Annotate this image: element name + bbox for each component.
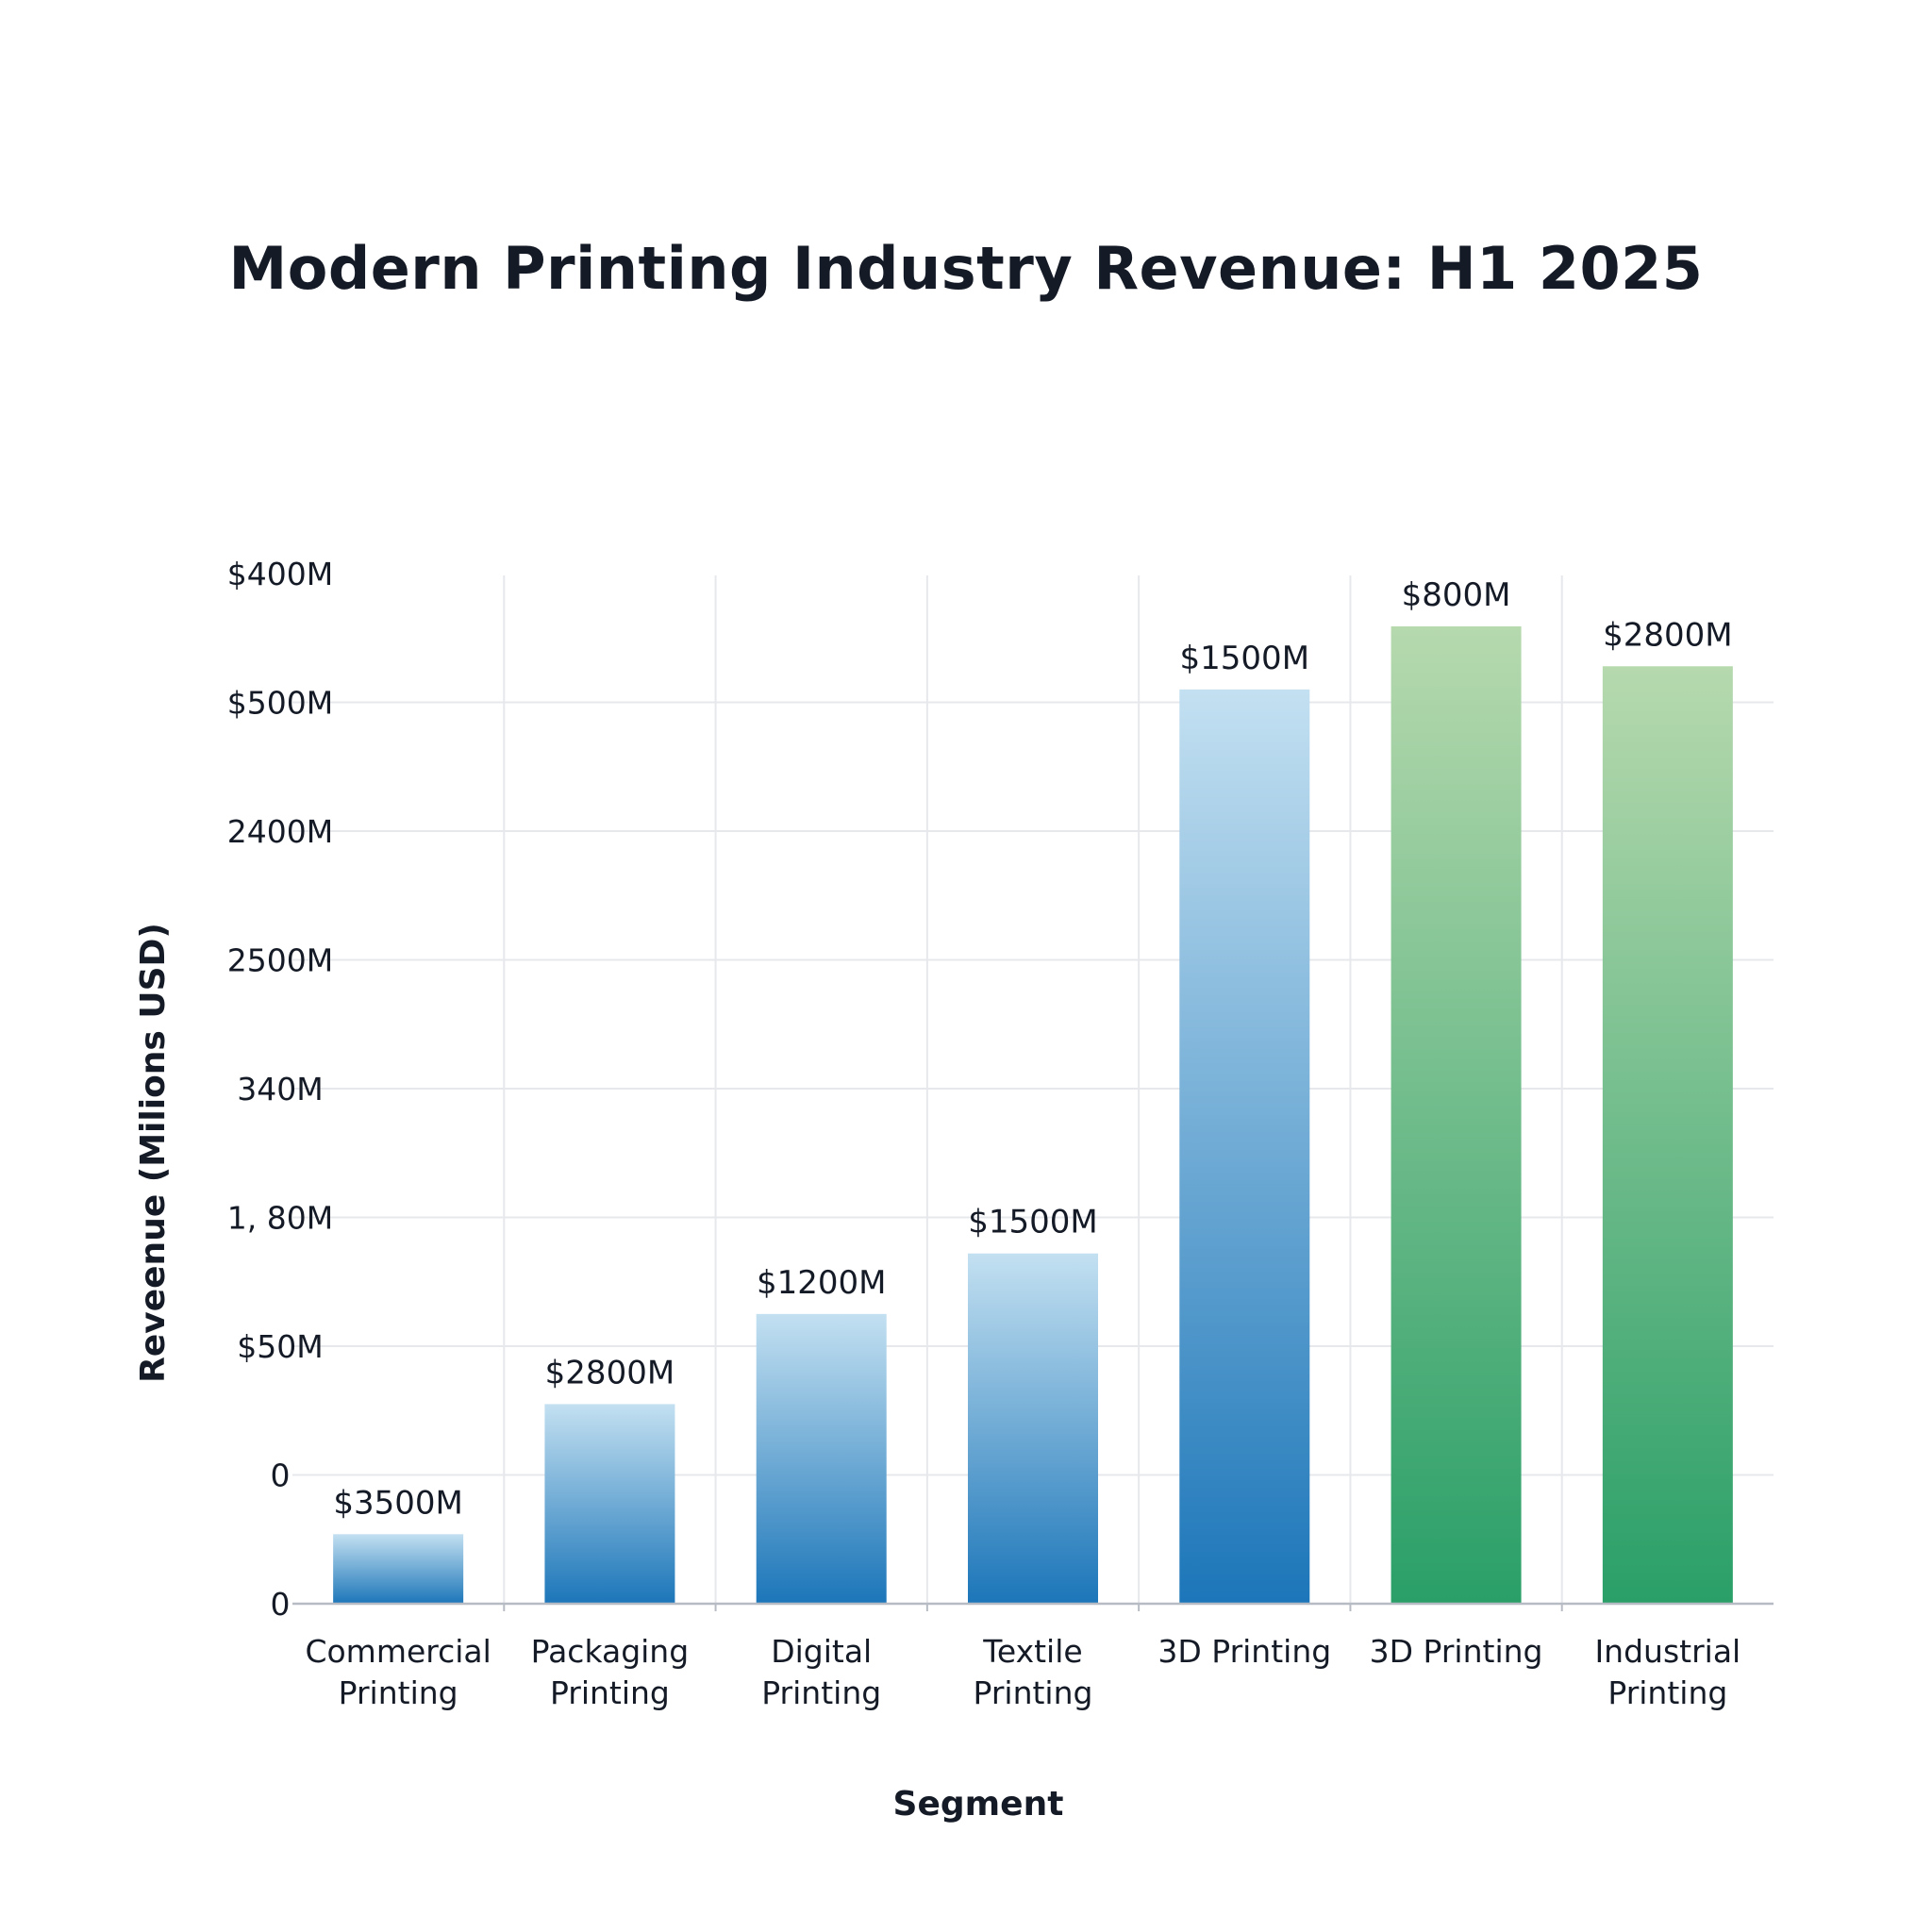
y-tick-label: 0 bbox=[271, 1586, 291, 1623]
x-tick-label: Packaging Printing bbox=[531, 1633, 690, 1711]
data-label: $1500M bbox=[1180, 640, 1310, 677]
x-tick-label-line: Printing bbox=[974, 1674, 1093, 1711]
labels: 0 0 $50M 1, 80M 340M 2500M 2400M $500M $400M $350… bbox=[227, 556, 1740, 1711]
x-tick-label-line: Printing bbox=[550, 1674, 670, 1711]
x-tick-label-line: Printing bbox=[1607, 1674, 1727, 1711]
bars bbox=[333, 625, 1733, 1604]
x-tick-label-line: Printing bbox=[339, 1674, 458, 1711]
data-label: $2800M bbox=[545, 1354, 675, 1391]
axes bbox=[292, 1602, 1774, 1611]
x-tick-label-line: Printing bbox=[761, 1674, 881, 1711]
bar bbox=[1602, 666, 1733, 1604]
x-tick-label: Textile Printing bbox=[974, 1633, 1093, 1711]
x-tick-label-line: Digital bbox=[771, 1633, 872, 1670]
y-tick-label: $400M bbox=[227, 556, 333, 592]
data-label: $800M bbox=[1402, 576, 1511, 614]
bar bbox=[333, 1534, 464, 1604]
data-label: $3500M bbox=[333, 1484, 463, 1522]
y-tick-label: 2400M bbox=[227, 813, 333, 850]
x-tick-label-line: 3D Printing bbox=[1158, 1633, 1331, 1670]
x-tick-label-line: Commercial bbox=[305, 1633, 491, 1670]
bar bbox=[756, 1313, 887, 1604]
data-label: $1200M bbox=[757, 1264, 887, 1302]
y-tick-label: 0 bbox=[271, 1457, 291, 1494]
bar bbox=[968, 1253, 1098, 1604]
data-label: $2800M bbox=[1603, 616, 1733, 654]
x-tick-label: 3D Printing bbox=[1370, 1633, 1543, 1670]
data-label: $1500M bbox=[968, 1204, 1098, 1241]
x-axis-title: Segment bbox=[893, 1785, 1064, 1824]
y-tick-label: 2500M bbox=[227, 942, 333, 979]
x-tick-label: Digital Printing bbox=[761, 1633, 881, 1711]
x-tick-label-line: Textile bbox=[982, 1633, 1082, 1670]
x-tick-label: Industrial Printing bbox=[1594, 1633, 1740, 1711]
bar bbox=[1391, 625, 1522, 1604]
x-tick-label-line: Packaging bbox=[531, 1633, 690, 1670]
bar bbox=[1179, 689, 1310, 1604]
x-tick-label: Commercial Printing bbox=[305, 1633, 491, 1711]
x-tick-label: 3D Printing bbox=[1158, 1633, 1331, 1670]
y-tick-label: $500M bbox=[227, 685, 333, 722]
gridlines bbox=[292, 575, 1774, 1604]
bar bbox=[544, 1404, 675, 1604]
x-tick-label-line: Industrial bbox=[1594, 1633, 1740, 1670]
y-axis-title: Reveenue (Milions USD) bbox=[134, 923, 173, 1383]
x-tick-label-line: 3D Printing bbox=[1370, 1633, 1543, 1670]
y-tick-label: 1, 80M bbox=[227, 1200, 333, 1237]
chart-title: Modern Printing Industry Revenue: H1 202… bbox=[228, 234, 1704, 303]
y-tick-label: 340M bbox=[237, 1071, 323, 1108]
y-tick-label: $50M bbox=[237, 1328, 323, 1365]
